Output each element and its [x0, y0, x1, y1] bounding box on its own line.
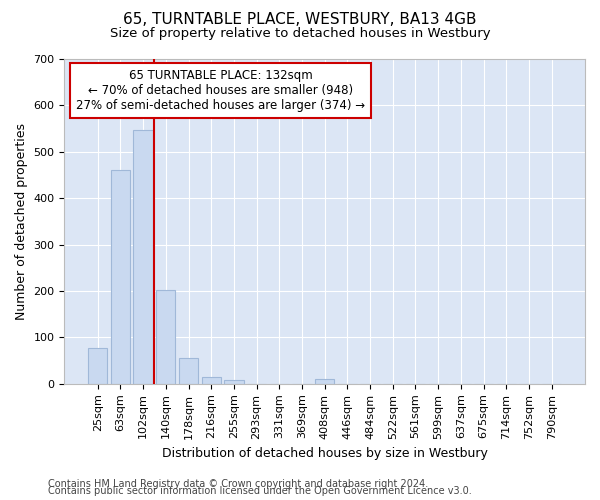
Text: Contains public sector information licensed under the Open Government Licence v3: Contains public sector information licen… [48, 486, 472, 496]
Bar [133, 130, 153, 384]
Text: Size of property relative to detached houses in Westbury: Size of property relative to detached ho… [110, 28, 490, 40]
Bar [202, 377, 221, 384]
Bar [179, 358, 198, 384]
Y-axis label: Number of detached properties: Number of detached properties [15, 123, 28, 320]
Bar [88, 348, 107, 384]
Text: 65 TURNTABLE PLACE: 132sqm
← 70% of detached houses are smaller (948)
27% of sem: 65 TURNTABLE PLACE: 132sqm ← 70% of deta… [76, 68, 365, 112]
Bar [224, 380, 244, 384]
Bar [315, 379, 334, 384]
Bar [111, 170, 130, 384]
Text: Contains HM Land Registry data © Crown copyright and database right 2024.: Contains HM Land Registry data © Crown c… [48, 479, 428, 489]
Text: 65, TURNTABLE PLACE, WESTBURY, BA13 4GB: 65, TURNTABLE PLACE, WESTBURY, BA13 4GB [123, 12, 477, 28]
X-axis label: Distribution of detached houses by size in Westbury: Distribution of detached houses by size … [162, 447, 488, 460]
Bar [156, 290, 175, 384]
